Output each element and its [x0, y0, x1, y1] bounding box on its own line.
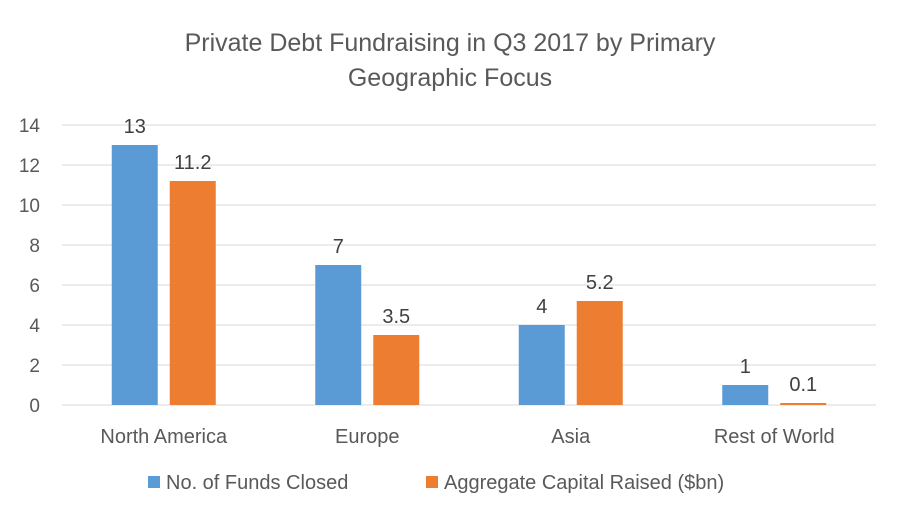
x-category-label: Europe [335, 426, 400, 448]
chart-title-line-1: Private Debt Fundraising in Q3 2017 by P… [185, 29, 716, 57]
bar [722, 385, 769, 405]
data-label: 13 [124, 116, 146, 138]
data-label: 0.1 [789, 374, 817, 396]
bar [315, 265, 362, 405]
legend: No. of Funds Closed Aggregate Capital Rai… [148, 472, 724, 494]
x-category-label: North America [100, 426, 228, 448]
legend-label: Aggregate Capital Raised ($bn) [444, 472, 724, 494]
bar [111, 145, 158, 405]
data-label: 1 [740, 356, 751, 378]
data-labels: 13 11.2 7 3.5 4 5.2 1 0.1 [124, 116, 818, 396]
x-axis-categories: North America Europe Asia Rest of World [100, 426, 834, 448]
y-tick-label: 2 [29, 356, 40, 377]
bar [576, 301, 623, 405]
bar [780, 403, 827, 405]
y-tick-label: 0 [29, 396, 40, 417]
legend-swatch [426, 476, 438, 488]
bar [169, 181, 216, 405]
y-tick-label: 8 [29, 236, 40, 257]
y-tick-label: 6 [29, 276, 40, 297]
x-category-label: Asia [551, 426, 591, 448]
legend-label: No. of Funds Closed [166, 472, 348, 494]
x-category-label: Rest of World [714, 426, 835, 448]
data-label: 5.2 [586, 272, 614, 294]
data-label: 4 [536, 296, 547, 318]
y-tick-label: 10 [19, 196, 40, 217]
legend-swatch [148, 476, 160, 488]
bar [373, 335, 420, 405]
data-label: 3.5 [382, 306, 410, 328]
y-tick-label: 12 [19, 156, 40, 177]
y-tick-label: 4 [29, 316, 40, 337]
data-label: 11.2 [174, 152, 211, 174]
bar [518, 325, 565, 405]
data-label: 7 [333, 236, 344, 258]
y-tick-label: 14 [19, 116, 41, 137]
chart-title-line-2: Geographic Focus [348, 64, 552, 92]
y-axis-ticks: 0 2 4 6 8 10 12 14 [19, 116, 41, 417]
bars [111, 145, 827, 405]
